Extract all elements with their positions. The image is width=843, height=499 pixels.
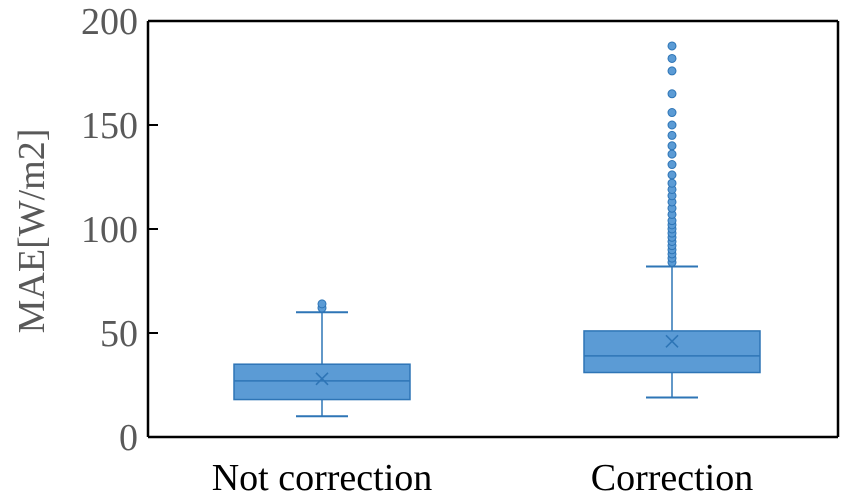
outlier-point [668,54,676,62]
outlier-point [668,90,676,98]
outlier-point [668,42,676,50]
outlier-point [668,142,676,150]
x-axis-labels: Not correction Correction [212,457,754,499]
box-1 [234,300,410,416]
outlier-point [668,161,676,169]
y-tick-label: 100 [81,209,138,251]
x-category-label: Not correction [212,457,433,499]
y-axis-title: MAE[W/m2] [11,129,53,334]
outlier-point [318,300,326,308]
y-axis-ticks: 0 50 100 150 200 [81,1,158,459]
outlier-point [668,67,676,75]
iqr-box [234,364,410,399]
y-tick-label: 150 [81,105,138,147]
outlier-point [668,179,676,187]
y-tick-label: 0 [119,417,138,459]
x-category-label: Correction [591,457,754,499]
outlier-point [668,121,676,129]
y-tick-label: 50 [100,313,138,355]
y-tick-label: 200 [81,1,138,43]
outlier-point [668,171,676,179]
iqr-box [584,331,760,373]
boxes [234,42,760,416]
outlier-point [668,150,676,158]
outlier-point [668,109,676,117]
box-2 [584,42,760,398]
outlier-point [668,131,676,139]
